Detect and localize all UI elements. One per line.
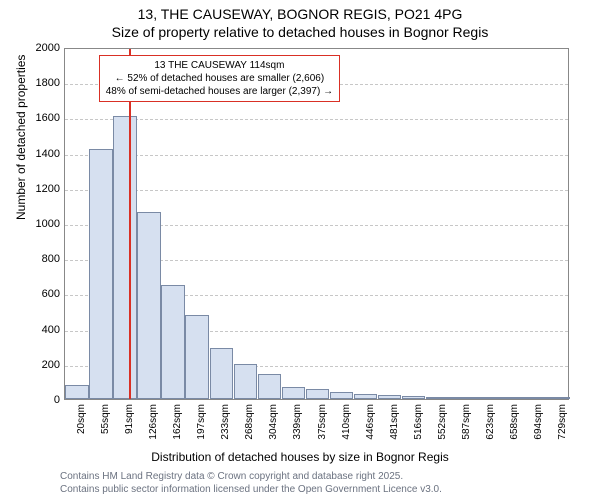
y-tick-label: 800 xyxy=(24,253,60,265)
y-tick-label: 1200 xyxy=(24,183,60,195)
chart-container: 13, THE CAUSEWAY, BOGNOR REGIS, PO21 4PG… xyxy=(0,0,600,500)
x-axis-label: Distribution of detached houses by size … xyxy=(0,450,600,464)
x-tick-label: 197sqm xyxy=(196,404,207,454)
histogram-bar xyxy=(402,396,426,399)
y-tick-label: 1000 xyxy=(24,218,60,230)
x-tick-label: 55sqm xyxy=(100,404,111,454)
histogram-bar xyxy=(65,385,89,399)
y-tick-label: 1400 xyxy=(24,148,60,160)
gridline xyxy=(65,190,568,191)
histogram-bar xyxy=(354,394,378,399)
histogram-bar xyxy=(89,149,113,399)
histogram-bar xyxy=(378,395,402,399)
callout-line: ← 52% of detached houses are smaller (2,… xyxy=(106,72,333,85)
x-tick-label: 446sqm xyxy=(365,404,376,454)
x-tick-label: 162sqm xyxy=(172,404,183,454)
x-tick-label: 587sqm xyxy=(461,404,472,454)
histogram-bar xyxy=(234,364,258,399)
y-tick-label: 2000 xyxy=(24,42,60,54)
y-tick-label: 400 xyxy=(24,324,60,336)
x-tick-label: 126sqm xyxy=(148,404,159,454)
histogram-bar xyxy=(113,116,137,399)
x-tick-label: 20sqm xyxy=(76,404,87,454)
histogram-bar xyxy=(546,397,570,399)
y-tick-label: 1600 xyxy=(24,112,60,124)
x-tick-label: 233sqm xyxy=(220,404,231,454)
histogram-bar xyxy=(137,212,161,399)
histogram-bar xyxy=(210,348,234,399)
histogram-bar xyxy=(450,397,474,399)
histogram-bar xyxy=(185,315,209,399)
y-tick-label: 0 xyxy=(24,394,60,406)
x-tick-label: 516sqm xyxy=(413,404,424,454)
x-tick-label: 91sqm xyxy=(124,404,135,454)
x-tick-label: 268sqm xyxy=(244,404,255,454)
plot-area: 13 THE CAUSEWAY 114sqm← 52% of detached … xyxy=(64,48,569,400)
x-tick-label: 694sqm xyxy=(533,404,544,454)
gridline xyxy=(65,119,568,120)
x-tick-label: 375sqm xyxy=(317,404,328,454)
x-tick-label: 623sqm xyxy=(485,404,496,454)
histogram-bar xyxy=(522,397,546,399)
histogram-bar xyxy=(330,392,354,399)
x-tick-label: 339sqm xyxy=(292,404,303,454)
histogram-bar xyxy=(282,387,306,399)
x-tick-label: 729sqm xyxy=(557,404,568,454)
marker-callout: 13 THE CAUSEWAY 114sqm← 52% of detached … xyxy=(99,55,340,102)
x-tick-label: 552sqm xyxy=(437,404,448,454)
chart-title-line1: 13, THE CAUSEWAY, BOGNOR REGIS, PO21 4PG xyxy=(0,6,600,22)
x-tick-label: 481sqm xyxy=(389,404,400,454)
attribution-line1: Contains HM Land Registry data © Crown c… xyxy=(60,470,442,483)
y-tick-label: 600 xyxy=(24,288,60,300)
x-tick-label: 304sqm xyxy=(268,404,279,454)
histogram-bar xyxy=(258,374,282,399)
x-tick-label: 410sqm xyxy=(341,404,352,454)
histogram-bar xyxy=(474,397,498,399)
y-tick-label: 1800 xyxy=(24,77,60,89)
histogram-bar xyxy=(498,397,522,399)
gridline xyxy=(65,155,568,156)
callout-line: 48% of semi-detached houses are larger (… xyxy=(106,85,333,98)
histogram-bar xyxy=(426,397,450,399)
histogram-bar xyxy=(306,389,330,399)
histogram-bar xyxy=(161,285,185,399)
callout-title: 13 THE CAUSEWAY 114sqm xyxy=(106,59,333,72)
attribution-text: Contains HM Land Registry data © Crown c… xyxy=(60,470,442,496)
chart-title-line2: Size of property relative to detached ho… xyxy=(0,24,600,40)
x-tick-label: 658sqm xyxy=(509,404,520,454)
attribution-line2: Contains public sector information licen… xyxy=(60,483,442,496)
y-tick-label: 200 xyxy=(24,359,60,371)
